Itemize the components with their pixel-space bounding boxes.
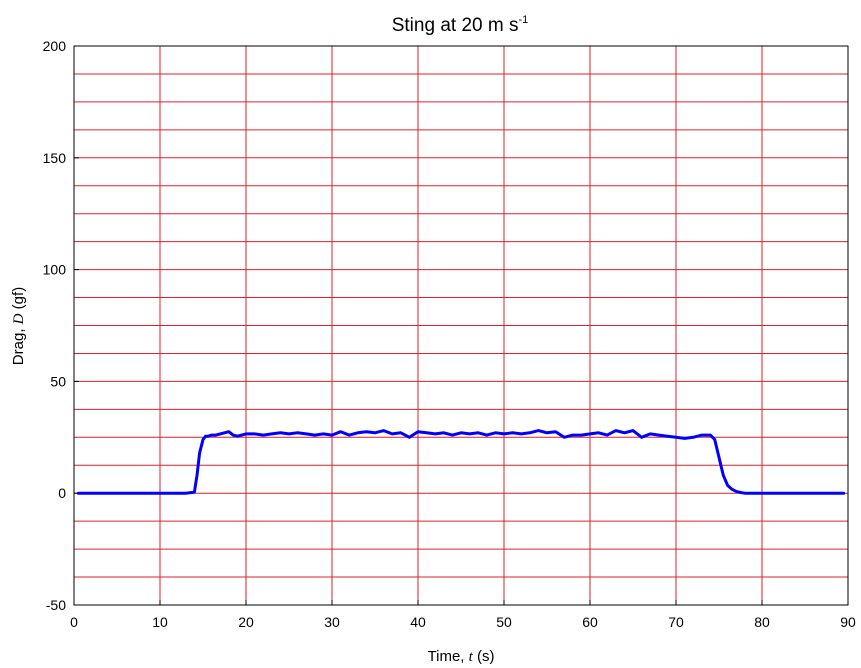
x-tick-label-60: 60 <box>582 614 598 630</box>
chart-title-main: Sting at 20 m s <box>392 15 519 36</box>
x-axis-label-symbol: t <box>469 649 474 665</box>
plot-frame <box>73 45 849 606</box>
y-tick-label--50: -50 <box>46 597 66 613</box>
y-axis-label-prefix: Drag, <box>10 324 27 365</box>
y-tick-label-50: 50 <box>50 373 66 389</box>
x-tick-label-40: 40 <box>410 614 426 630</box>
x-tick-label-20: 20 <box>238 614 254 630</box>
x-axis-label: Time, t (s) <box>428 648 495 665</box>
y-tick-label-150: 150 <box>43 150 67 166</box>
x-tick-label-30: 30 <box>324 614 340 630</box>
y-tick-label-200: 200 <box>43 38 67 54</box>
x-axis-label-suffix: (s) <box>473 648 495 665</box>
y-tick-label-0: 0 <box>58 485 66 501</box>
x-axis-label-prefix: Time, <box>428 648 469 665</box>
x-tick-label-10: 10 <box>152 614 168 630</box>
grid <box>74 46 848 605</box>
x-tick-label-90: 90 <box>840 614 856 630</box>
y-axis-label: Drag, D (gf) <box>10 287 27 365</box>
x-tick-label-80: 80 <box>754 614 770 630</box>
y-tick-label-100: 100 <box>43 262 67 278</box>
series-group <box>76 429 846 495</box>
series-line-0 <box>76 429 846 495</box>
y-axis-label-symbol: D <box>11 313 27 325</box>
chart-title: Sting at 20 m s-1 <box>392 14 529 36</box>
chart-title-superscript: -1 <box>518 14 528 26</box>
x-tick-label-0: 0 <box>70 614 78 630</box>
x-tick-label-70: 70 <box>668 614 684 630</box>
x-tick-label-50: 50 <box>496 614 512 630</box>
y-axis-label-suffix: (gf) <box>10 287 27 314</box>
